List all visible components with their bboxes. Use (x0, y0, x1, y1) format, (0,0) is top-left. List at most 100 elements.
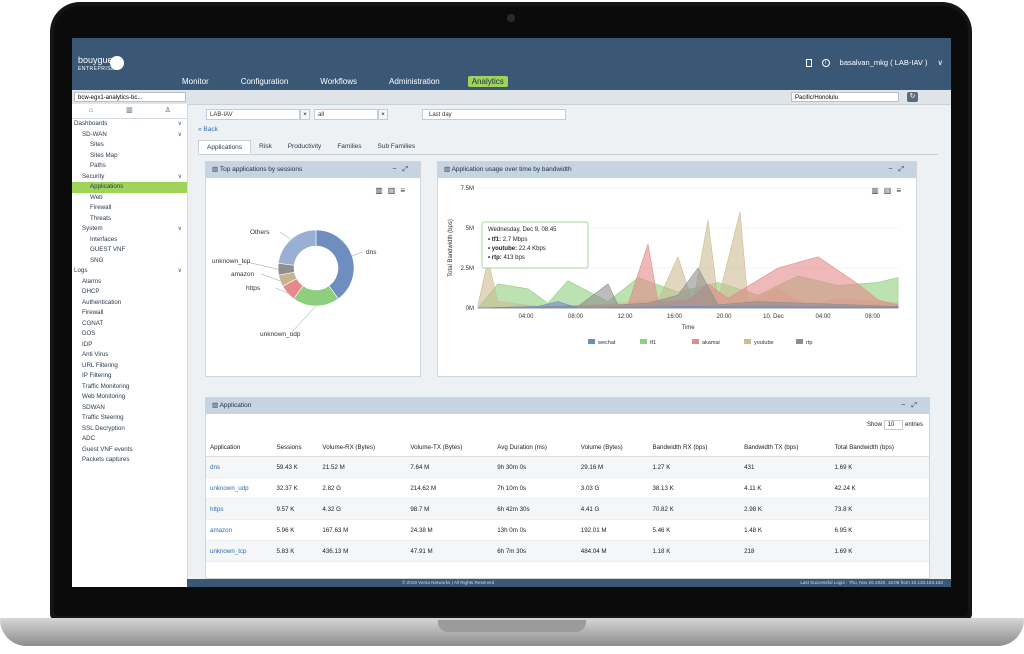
document-icon[interactable] (805, 58, 812, 67)
chevron-down-icon[interactable]: ∨ (177, 173, 182, 180)
sidebar-item-ip-filtering[interactable]: IP Filtering (72, 371, 187, 382)
column-header[interactable]: Avg Duration (ms) (493, 438, 577, 457)
legend-label[interactable]: akamai (702, 340, 720, 346)
column-header[interactable]: Bandwidth TX (bps) (740, 438, 831, 457)
nav-workflows[interactable]: Workflows (320, 77, 358, 86)
time-range-filter[interactable]: Last day (422, 109, 566, 120)
chevron-down-icon[interactable]: ∨ (177, 226, 182, 232)
pie-label: unknown_tcp (212, 258, 251, 265)
chevron-down-icon[interactable]: ∨ (177, 121, 182, 127)
sidebar-item-ssl-decryption[interactable]: SSL Decryption (72, 424, 187, 435)
column-header[interactable]: Volume-RX (Bytes) (318, 438, 407, 457)
bar-chart-icon[interactable]: ▥ (126, 107, 133, 114)
sidebar-item-sites[interactable]: Sites (72, 140, 187, 151)
sidebar-item-web-monitoring[interactable]: Web Monitoring (72, 392, 187, 403)
chart-tools[interactable]: ▥▥≡ (375, 186, 410, 195)
sidebar-item-web[interactable]: Web (72, 193, 187, 204)
pie-slice-dns[interactable] (315, 229, 355, 300)
sidebar-item-dhcp[interactable]: DHCP (72, 287, 187, 298)
org-filter[interactable]: LAB-IAV (206, 109, 300, 120)
tab-productivity[interactable]: Productivity (287, 143, 322, 150)
column-header[interactable]: Total Bandwidth (bps) (830, 438, 929, 457)
sidebar-item-anti-virus[interactable]: Anti Virus (72, 350, 187, 361)
user-menu[interactable]: basalvan_mkg ( LAB-IAV ) (839, 58, 928, 67)
column-header[interactable]: Volume-TX (Bytes) (406, 438, 494, 457)
sidebar-item-adc[interactable]: ADC (72, 434, 187, 445)
panel-controls[interactable]: −⤢ (901, 402, 923, 409)
sidebar-item-dos[interactable]: DOS (72, 329, 187, 340)
back-link[interactable]: « Back (198, 126, 218, 133)
clear-scope-icon[interactable]: × (378, 109, 388, 120)
area-series-rtp[interactable] (477, 267, 899, 309)
sidebar-item-system[interactable]: System ∨ (72, 224, 187, 235)
sidebar-item-label: Packets captures (82, 456, 130, 463)
home-icon[interactable]: ⌂ (89, 107, 94, 114)
legend-label[interactable]: rtp (806, 340, 812, 346)
legend-swatch (796, 339, 803, 344)
legend-label[interactable]: youtube (754, 340, 774, 346)
column-header[interactable]: Bandwidth RX (bps) (648, 438, 741, 457)
application-link[interactable]: amazon (206, 519, 273, 541)
sidebar-item-firewall[interactable]: Firewall (72, 203, 187, 214)
sidebar-item-paths[interactable]: Paths (72, 161, 187, 172)
sidebar-item-interfaces[interactable]: Interfaces (72, 235, 187, 246)
sidebar-item-traffic-steering[interactable]: Traffic Steering (72, 413, 187, 424)
main-nav: Monitor Configuration Workflows Administrat… (178, 76, 508, 87)
tab-families[interactable]: Families (337, 143, 362, 150)
sidebar-item-traffic-monitoring[interactable]: Traffic Monitoring (72, 382, 187, 393)
application-link[interactable]: dns (206, 456, 273, 478)
sidebar-item-sdwan[interactable]: SDWAN (72, 403, 187, 414)
tab-sub-families[interactable]: Sub Families (377, 143, 416, 150)
user-settings-icon[interactable]: ♙ (164, 107, 171, 114)
legend-label[interactable]: wechat (597, 340, 616, 346)
sidebar-item-threats[interactable]: Threats (72, 214, 187, 225)
timezone-input[interactable]: Pacific/Honolulu (791, 92, 899, 102)
sidebar-item-sng[interactable]: SNG (72, 256, 187, 267)
application-link[interactable]: https (206, 498, 273, 520)
legend-label[interactable]: tf1 (650, 340, 656, 346)
chevron-down-icon[interactable]: ∨ (177, 268, 182, 274)
tab-applications[interactable]: Applications (198, 140, 252, 154)
nav-administration[interactable]: Administration (389, 77, 440, 86)
application-link[interactable]: unknown_tcp (206, 540, 273, 562)
sidebar-item-sd-wan[interactable]: SD-WAN ∨ (72, 130, 187, 141)
sidebar-item-guest-vnf-events[interactable]: Guest VNF events (72, 445, 187, 456)
sidebar-item-sites-map[interactable]: Sites Map (72, 151, 187, 162)
sidebar-item-packets-captures[interactable]: Packets captures (72, 455, 187, 466)
nav-configuration[interactable]: Configuration (240, 77, 289, 86)
chart-tools[interactable]: ▥▥≡ (871, 186, 906, 195)
sidebar-item-idp[interactable]: IDP (72, 340, 187, 351)
page-size-select[interactable]: 10 (883, 420, 904, 430)
tab-risk[interactable]: Risk (259, 143, 272, 150)
clear-org-icon[interactable]: × (300, 109, 310, 120)
sidebar-item-label: Anti Virus (82, 351, 109, 358)
nav-monitor[interactable]: Monitor (182, 77, 209, 86)
panel-controls[interactable]: −⤢ (392, 166, 414, 173)
sidebar-item-security[interactable]: Security ∨ (72, 172, 187, 183)
nav-analytics[interactable]: Analytics (467, 76, 508, 87)
scope-filter[interactable]: all (314, 109, 378, 120)
pie-slice-Others[interactable] (277, 229, 317, 266)
column-header[interactable]: Volume (Bytes) (576, 438, 649, 457)
sidebar-item-logs[interactable]: Logs ∨ (72, 266, 187, 277)
column-header[interactable]: Sessions (272, 438, 319, 457)
chevron-down-icon[interactable]: ∨ (177, 131, 182, 138)
column-header[interactable]: Application (206, 438, 273, 457)
area-series-akamai[interactable] (477, 243, 899, 309)
sidebar-item-cgnat[interactable]: CGNAT (72, 319, 187, 330)
info-icon[interactable]: i (821, 58, 830, 67)
chevron-down-icon[interactable]: ∨ (937, 58, 944, 67)
sidebar-item-url-filtering[interactable]: URL Filtering (72, 361, 187, 372)
area-series-wechat[interactable] (477, 301, 899, 309)
refresh-icon[interactable]: ↻ (907, 92, 918, 102)
sidebar-item-dashboards[interactable]: Dashboards ∨ (72, 119, 187, 130)
sidebar-item-applications[interactable]: Applications (72, 182, 187, 193)
sidebar-item-alarms[interactable]: Alarms (72, 277, 187, 288)
sidebar-item-firewall[interactable]: Firewall (72, 308, 187, 319)
sidebar-item-guest-vnf[interactable]: GUEST VNF (72, 245, 187, 256)
panel-controls[interactable]: −⤢ (888, 166, 910, 173)
device-select[interactable]: bcw-egx1-analytics-bc... (74, 92, 186, 102)
sidebar-item-authentication[interactable]: Authentication (72, 298, 187, 309)
entries-label: entries (904, 422, 923, 428)
application-link[interactable]: unknown_udp (206, 477, 273, 499)
